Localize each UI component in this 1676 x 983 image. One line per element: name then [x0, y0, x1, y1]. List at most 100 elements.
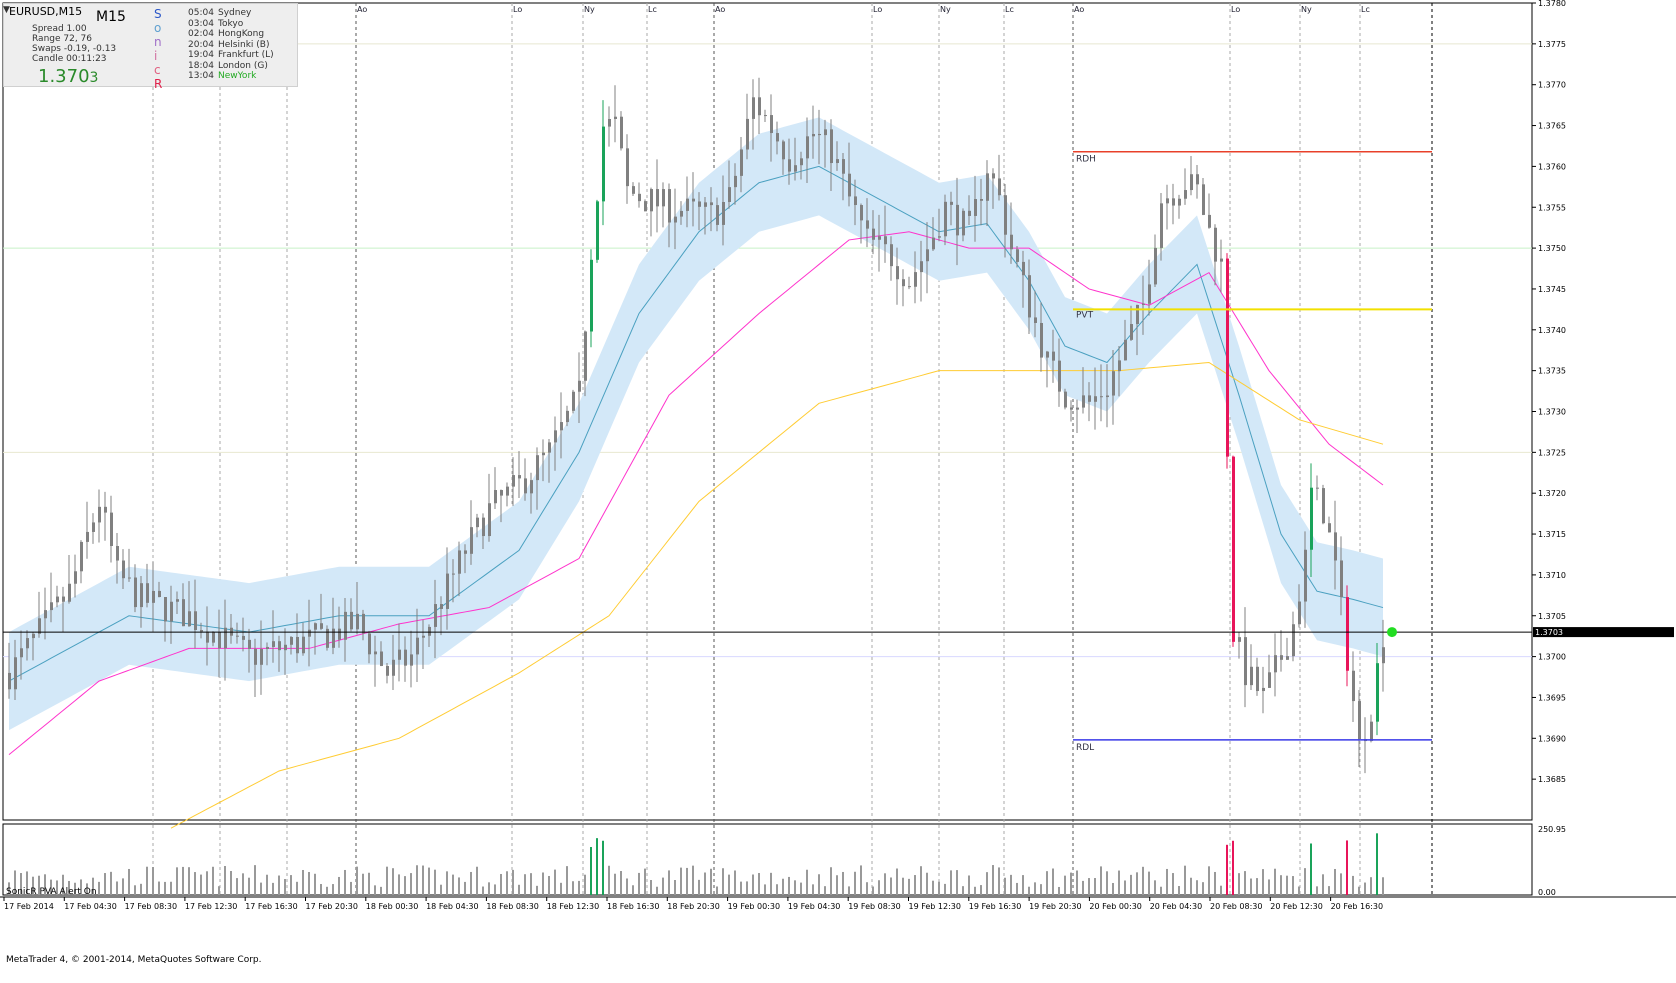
volume-bar — [392, 868, 394, 895]
candle-body — [1208, 214, 1211, 228]
volume-bar — [722, 868, 724, 895]
candle-body — [1064, 391, 1067, 408]
volume-bar — [152, 867, 154, 895]
volume-bar — [434, 869, 436, 895]
volume-bar — [824, 886, 826, 895]
candle-body — [878, 236, 881, 240]
collapse-arrow-icon[interactable]: ▼ — [3, 5, 10, 15]
volume-bar — [1106, 871, 1108, 895]
candle-body — [1340, 560, 1343, 598]
candle-body — [512, 475, 515, 487]
volume-bar — [1166, 868, 1168, 895]
candle-body — [1346, 597, 1349, 671]
candle-body — [380, 651, 383, 666]
candle-body — [1142, 303, 1145, 305]
volume-bar — [1100, 866, 1102, 895]
candle-body — [1034, 317, 1037, 323]
volume-bar — [1310, 843, 1312, 895]
volume-plot-frame — [2, 823, 1533, 896]
volume-bar — [866, 882, 868, 895]
volume-bar — [140, 883, 142, 895]
candle-body — [1268, 672, 1271, 688]
volume-bar — [308, 872, 310, 895]
volume-bar — [284, 879, 286, 895]
volume-bar — [806, 869, 808, 895]
candle-body — [836, 159, 839, 164]
candle-body — [1376, 663, 1379, 722]
volume-bar — [236, 878, 238, 895]
volume-bar — [296, 881, 298, 895]
y-tick-label: 1.3740 — [1538, 326, 1566, 335]
x-tick-label: 18 Feb 20:30 — [667, 902, 719, 911]
candle-body — [548, 442, 551, 453]
candle-body — [524, 478, 527, 494]
candle-body — [692, 198, 695, 202]
candle-body — [1250, 666, 1253, 686]
candle-body — [1310, 487, 1313, 550]
volume-bar — [836, 875, 838, 895]
y-tick-label: 1.3760 — [1538, 162, 1566, 171]
candle-body — [392, 659, 395, 676]
volume-bar — [1352, 875, 1354, 895]
candle-body — [1040, 322, 1043, 358]
candle-body — [638, 193, 641, 202]
candle-body — [218, 632, 221, 649]
volume-bar — [776, 884, 778, 895]
candle-body — [1196, 174, 1199, 185]
volume-bar — [518, 884, 520, 895]
candle-body — [314, 623, 317, 630]
session-label: Ao — [357, 5, 367, 14]
volume-bar — [1322, 874, 1324, 895]
volume-bar — [1124, 880, 1126, 895]
y-tick-label: 1.3725 — [1538, 448, 1566, 457]
sonic-letter: c — [154, 63, 161, 77]
volume-bar — [1046, 871, 1048, 895]
volume-bar — [956, 870, 958, 895]
candle-body — [224, 627, 227, 649]
y-tick-label: 1.3755 — [1538, 203, 1566, 212]
x-tick-label: 18 Feb 00:30 — [366, 902, 418, 911]
volume-bar — [260, 882, 262, 895]
candle-body — [1262, 687, 1265, 692]
candle-body — [860, 205, 863, 221]
volume-bar — [1358, 886, 1360, 895]
volume-bar — [608, 865, 610, 895]
volume-bar — [764, 884, 766, 895]
candle-body — [1106, 395, 1109, 398]
candle-body — [848, 173, 851, 197]
volume-bar — [560, 882, 562, 895]
candle-body — [8, 672, 11, 690]
volume-bar — [548, 875, 550, 895]
session-time: 20:04 — [188, 39, 214, 50]
volume-bar — [1178, 886, 1180, 895]
candle-body — [1052, 351, 1055, 361]
candle-body — [254, 648, 257, 665]
candle-body — [122, 560, 125, 579]
volume-bar — [878, 880, 880, 895]
volume-bar — [662, 877, 664, 895]
candle-body — [302, 636, 305, 654]
candle-body — [950, 201, 953, 205]
volume-bar — [818, 874, 820, 895]
candle-body — [170, 601, 173, 622]
volume-bar — [578, 880, 580, 895]
candle-body — [752, 97, 755, 119]
candle-body — [1316, 487, 1319, 489]
candle-body — [734, 175, 737, 188]
session-row: 19:04 Frankfurt (L) — [188, 50, 274, 61]
candle-body — [320, 623, 323, 629]
ema-band — [8, 117, 1384, 731]
candle-body — [182, 599, 185, 627]
volume-bar — [32, 876, 34, 895]
volume-bar — [782, 878, 784, 895]
session-row: 03:04 Tokyo — [188, 19, 274, 30]
volume-bar — [500, 873, 502, 895]
volume-bar — [770, 872, 772, 895]
volume-bar — [1304, 868, 1306, 895]
volume-bar — [1016, 882, 1018, 895]
candle-body — [884, 236, 887, 245]
sonic-letter: R — [154, 77, 163, 91]
candle-body — [500, 490, 503, 496]
y-tick-label: 1.3700 — [1538, 653, 1566, 662]
